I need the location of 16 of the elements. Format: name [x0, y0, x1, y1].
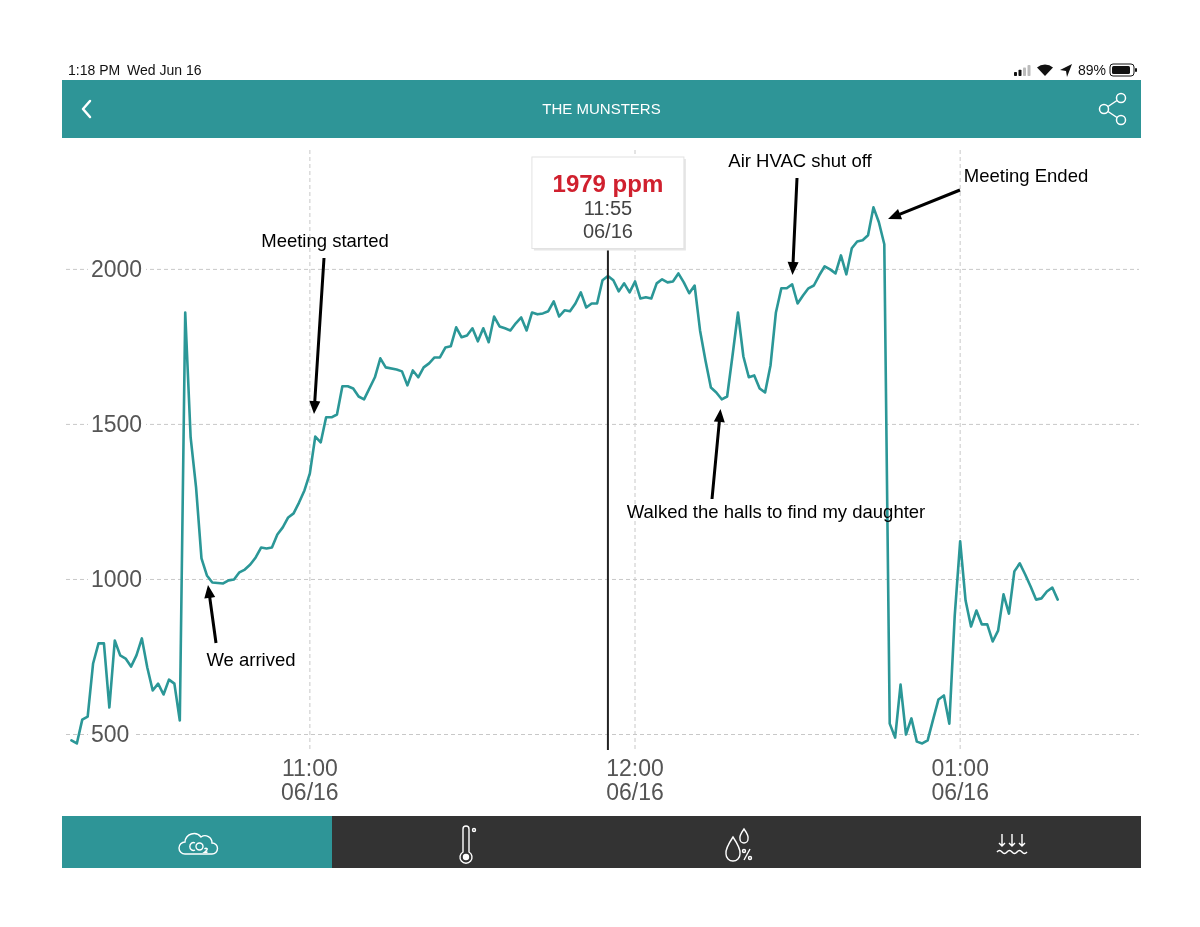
y-tick-label: 1500: [91, 411, 143, 438]
y-tick-label: 2000: [91, 256, 143, 283]
ref-line-label: 1979 ppm 11:55 06/16: [552, 170, 664, 242]
text: 89%: [1077, 62, 1106, 78]
y-tick-label: 500: [91, 721, 130, 748]
x-tick-label: 11:00 06/16: [281, 755, 339, 805]
x-tick-label: 12:00 06/16: [606, 755, 664, 805]
chart-title: THE MUNSTERS: [542, 100, 661, 117]
annotation: Air HVAC shut off: [728, 150, 873, 171]
annotation: Meeting Ended: [963, 165, 1089, 186]
annotation: We arrived: [206, 649, 296, 670]
text: Wed Jun 16: [127, 62, 202, 78]
text: 1:18 PM: [68, 62, 121, 78]
y-tick-label: 1000: [91, 566, 143, 593]
x-tick-label: 01:00 06/16: [931, 755, 989, 805]
annotation: Meeting started: [261, 230, 389, 251]
